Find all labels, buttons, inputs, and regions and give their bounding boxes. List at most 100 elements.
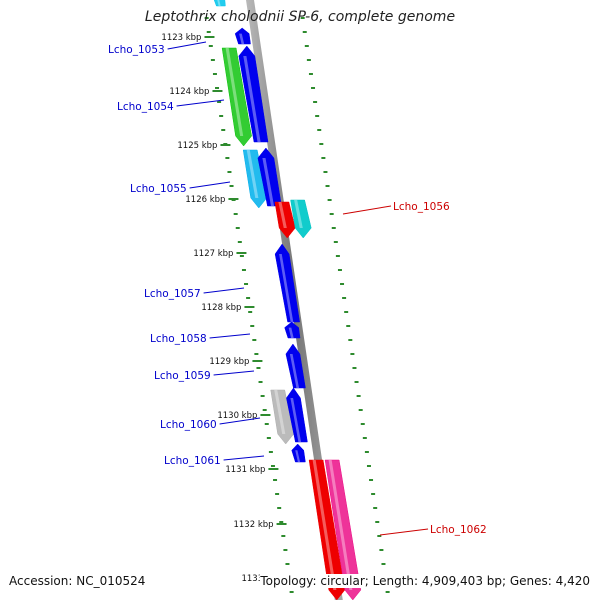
gene-label-text: Lcho_1054 [117, 101, 174, 113]
gene-blue-cds-5[interactable] [285, 343, 306, 389]
scale-tick-label: 1127 kbp [193, 249, 233, 259]
gene-label-text: Lcho_1062 [430, 524, 487, 536]
gene-label-lcho-1060[interactable]: Lcho_1060 [160, 417, 261, 431]
gene-label-lcho-1054[interactable]: Lcho_1054 [117, 99, 225, 113]
scale-tick: 1131 kbp [225, 465, 279, 475]
gene-green-cds[interactable] [221, 47, 252, 147]
gene-label-leader [167, 41, 207, 50]
left-dot-line [204, 17, 294, 593]
gene-label-text: Lcho_1057 [144, 288, 201, 300]
gene-highlight [274, 390, 286, 434]
gene-label-text: Lcho_1059 [154, 370, 211, 382]
scale-tick-label: 1129 kbp [209, 357, 249, 367]
gene-body [242, 149, 268, 209]
scale-tick: 1125 kbp [177, 141, 231, 151]
gene-highlight [290, 398, 302, 442]
gene-label-leader [223, 455, 265, 461]
gene-label-text: Lcho_1060 [160, 419, 217, 431]
gene-label-lcho-1055[interactable]: Lcho_1055 [130, 181, 231, 195]
gene-highlight [328, 460, 353, 590]
scale-tick-label: 1126 kbp [185, 195, 225, 205]
gene-highlight [279, 254, 294, 322]
gene-labels: Lcho_1053 Lcho_1054 Lcho_1055 Lcho_1056 Lcho… [108, 41, 487, 536]
gene-teal-cds[interactable] [290, 199, 312, 239]
gene-body [308, 459, 346, 600]
genome-summary-span: Topology: circular; Length: 4,909,403 bp… [260, 574, 590, 588]
scale-tick-label: 1128 kbp [201, 303, 241, 313]
gene-label-lcho-1062[interactable]: Lcho_1062 [379, 524, 487, 536]
gene-label-text: Lcho_1053 [108, 44, 165, 56]
scale-tick: 1123 kbp [161, 33, 215, 43]
gene-top-cyan-fragment[interactable] [213, 0, 226, 7]
gene-red-cds[interactable] [274, 201, 296, 239]
gene-blue-cds-7[interactable] [291, 443, 306, 463]
gene-label-lcho-1059[interactable]: Lcho_1059 [154, 370, 255, 382]
gene-highlight [225, 48, 244, 136]
gene-blue-cds-4[interactable] [284, 321, 301, 339]
gene-blue-cds-3[interactable] [274, 243, 300, 323]
gene-label-leader [203, 287, 245, 294]
scale-tick-label: 1123 kbp [161, 33, 201, 43]
gene-highlight [289, 354, 300, 388]
scale-tick-label: 1130 kbp [217, 411, 257, 421]
gene-label-leader [219, 417, 261, 425]
gene-red-cds-2[interactable] [308, 459, 346, 600]
gene-top-blue-small[interactable] [234, 27, 251, 45]
scale-tick: 1126 kbp [185, 195, 239, 205]
gene-label-text: Lcho_1056 [393, 201, 450, 213]
scale-tick-label: 1124 kbp [169, 87, 209, 97]
gene-body [274, 243, 300, 323]
gene-body [270, 389, 294, 445]
gene-body [234, 27, 251, 45]
scale-tick: 1128 kbp [201, 303, 255, 313]
accession-text: Accession: NC_010524 [9, 574, 146, 588]
map-title: Leptothrix cholodnii SP-6, complete geno… [144, 9, 456, 25]
gene-label-lcho-1056[interactable]: Lcho_1056 [342, 201, 450, 215]
gene-label-leader [189, 181, 231, 189]
gene-label-lcho-1061[interactable]: Lcho_1061 [164, 455, 265, 467]
scale-tick: 1132 kbp [233, 520, 287, 530]
gene-blue-cds-1[interactable] [238, 45, 269, 143]
gene-body [324, 459, 362, 600]
gene-features [213, 0, 362, 600]
gene-body [284, 321, 301, 339]
gene-label-leader [176, 99, 225, 107]
gene-blue-cds-2[interactable] [257, 147, 282, 207]
gene-highlight [312, 460, 337, 590]
scale-tick-label: 1132 kbp [233, 520, 273, 530]
gene-body [221, 47, 252, 147]
gene-highlight [239, 33, 245, 44]
gene-body [291, 443, 306, 463]
genome-summary-text: Topology: circular; Length: 4,909,403 bp… [260, 574, 590, 588]
scale-tick: 1124 kbp [169, 87, 223, 97]
gene-highlight [262, 158, 275, 206]
gene-label-lcho-1057[interactable]: Lcho_1057 [144, 287, 245, 300]
gene-highlight [288, 327, 294, 338]
gene-label-leader [213, 370, 255, 376]
gene-grey-cds[interactable] [270, 389, 294, 445]
gene-label-lcho-1053[interactable]: Lcho_1053 [108, 41, 207, 56]
gene-highlight [278, 202, 287, 228]
scale-tick-label: 1131 kbp [225, 465, 265, 475]
scale-tick: 1130 kbp [217, 411, 271, 421]
gene-pink-cds[interactable] [324, 459, 362, 600]
gene-label-leader [342, 205, 392, 215]
gene-highlight [246, 150, 259, 198]
gene-highlight [217, 0, 221, 6]
gene-highlight [243, 56, 261, 142]
gene-label-leader [379, 528, 429, 536]
gene-cyan-cds-1[interactable] [242, 149, 268, 209]
gene-highlight [294, 200, 303, 228]
scale-tick: 1129 kbp [209, 357, 263, 367]
gene-label-text: Lcho_1055 [130, 183, 187, 195]
gene-label-text: Lcho_1058 [150, 333, 207, 345]
scale-ticks: 1123 kbp 1124 kbp 1125 kbp 1126 kbp 1127 kbp… [161, 33, 295, 584]
gene-label-leader [209, 333, 251, 339]
gene-blue-cds-6[interactable] [286, 387, 308, 443]
gene-label-text: Lcho_1061 [164, 455, 221, 467]
gene-label-lcho-1058[interactable]: Lcho_1058 [150, 333, 251, 345]
scale-tick: 1127 kbp [193, 249, 247, 259]
gene-highlight [295, 450, 301, 462]
